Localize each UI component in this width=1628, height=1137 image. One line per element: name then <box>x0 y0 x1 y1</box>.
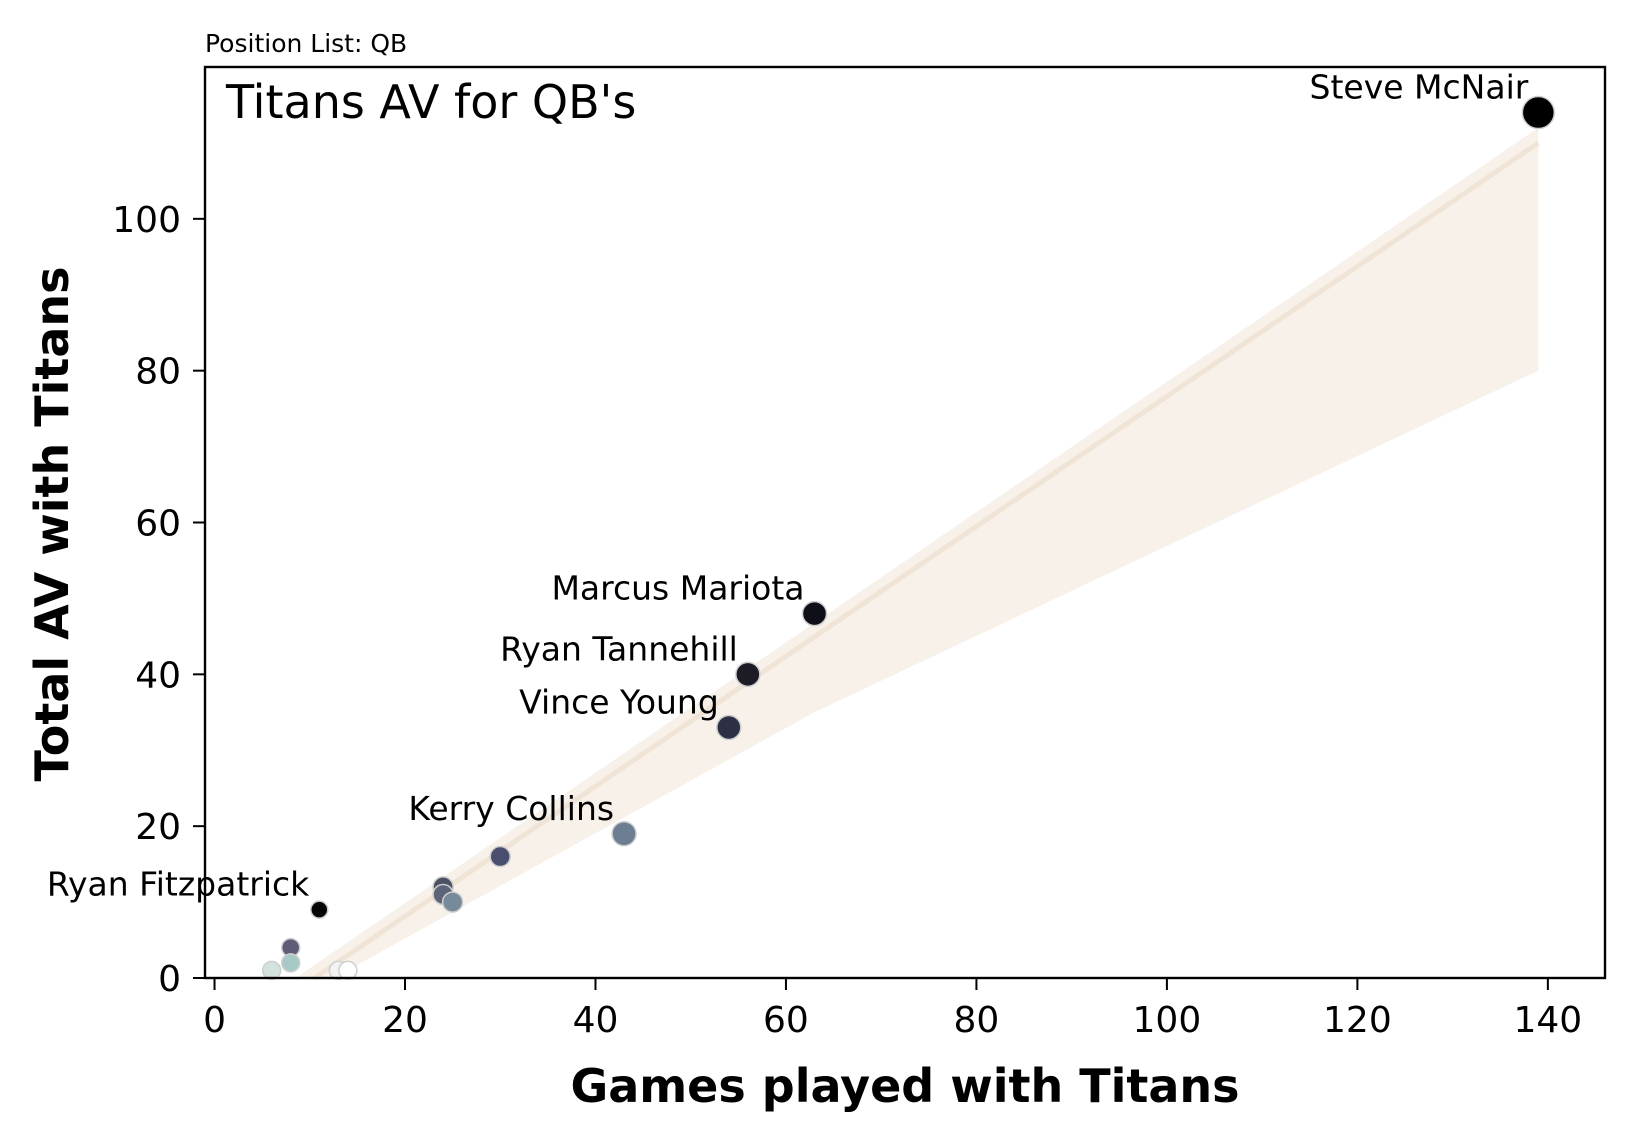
plot-area: Steve McNair Marcus Mariota Ryan Tannehill… <box>47 68 1556 981</box>
data-point <box>280 953 301 973</box>
y-tick-label: 60 <box>135 504 181 545</box>
data-point <box>338 960 358 981</box>
y-axis-title: Total AV with Titans <box>25 266 79 781</box>
x-tick-label: 100 <box>1133 1000 1202 1041</box>
data-point <box>441 891 464 913</box>
data-point-label: Marcus Mariota <box>551 569 804 608</box>
x-tick-label: 140 <box>1513 1000 1582 1041</box>
x-axis: 0 20 40 60 80 100 120 140 <box>203 978 1582 1041</box>
x-axis-title: Games played with Titans <box>570 1059 1239 1113</box>
data-point <box>310 900 329 919</box>
data-point <box>735 661 761 688</box>
data-point-label: Ryan Tannehill <box>500 629 738 668</box>
y-tick-label: 100 <box>112 200 181 241</box>
chart-subtitle: Position List: QB <box>205 29 407 58</box>
data-point <box>801 600 828 627</box>
data-point-label: Vince Young <box>519 682 719 721</box>
x-tick-label: 60 <box>763 1000 809 1041</box>
x-tick-label: 120 <box>1323 1000 1392 1041</box>
regression-line <box>313 140 1540 981</box>
data-point-label: Kerry Collins <box>408 789 614 828</box>
data-point-label: Steve McNair <box>1310 68 1529 107</box>
data-point <box>1521 95 1556 130</box>
y-tick-label: 20 <box>135 807 181 848</box>
x-tick-label: 0 <box>203 1000 226 1041</box>
x-tick-label: 80 <box>954 1000 1000 1041</box>
data-point <box>261 960 282 981</box>
data-point <box>489 845 511 868</box>
regression-confidence-band <box>295 127 1539 978</box>
data-point <box>611 821 637 847</box>
x-tick-label: 40 <box>573 1000 619 1041</box>
y-tick-label: 0 <box>158 959 181 1000</box>
data-point-label: Ryan Fitzpatrick <box>47 865 310 904</box>
data-point <box>716 714 742 741</box>
y-axis: 0 20 40 60 80 100 <box>112 200 205 1000</box>
x-tick-label: 20 <box>382 1000 428 1041</box>
chart-title: Titans AV for QB's <box>225 75 636 129</box>
y-tick-label: 40 <box>135 655 181 696</box>
y-tick-label: 80 <box>135 352 181 393</box>
